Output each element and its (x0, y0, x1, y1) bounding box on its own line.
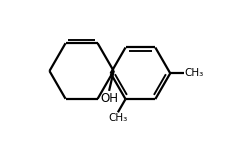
Text: OH: OH (100, 92, 118, 105)
Text: CH₃: CH₃ (185, 68, 204, 78)
Text: CH₃: CH₃ (108, 113, 128, 123)
